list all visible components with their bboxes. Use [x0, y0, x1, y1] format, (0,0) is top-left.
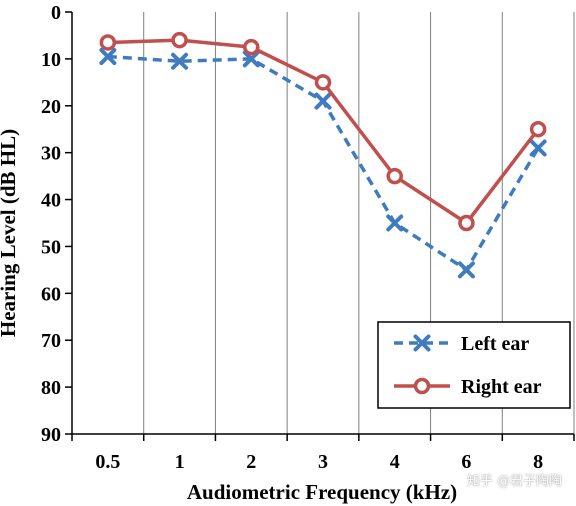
x-tick-label: 4 [390, 451, 400, 473]
data-point-left-ear [171, 52, 189, 70]
data-point-left-ear [99, 48, 117, 66]
y-tick-label: 20 [41, 96, 61, 118]
legend-label-left-ear: Left ear [461, 333, 529, 355]
data-point-right-ear [529, 120, 547, 138]
marker-stroke [242, 50, 260, 68]
grid-lines [71, 12, 575, 434]
data-point-right-ear [386, 167, 403, 185]
data-point-left-ear [386, 214, 404, 232]
legend: Left ear Right ear [377, 321, 571, 409]
y-tick-label: 90 [41, 424, 61, 446]
x-tick-label: 8 [533, 451, 543, 473]
axes [65, 11, 575, 441]
data-point-left-ear [457, 261, 475, 279]
series-group [99, 31, 547, 279]
y-tick-label: 80 [41, 377, 61, 399]
marker-stroke [457, 261, 475, 279]
y-axis-label: Hearing Level (dB HL) [0, 129, 20, 337]
x-tick-label: 2 [246, 451, 256, 473]
marker-stroke [314, 92, 332, 110]
y-tick-label: 40 [41, 190, 61, 212]
data-point-left-ear [529, 139, 547, 157]
y-tick-labels: 0 10 20 30 40 50 60 70 80 90 [41, 2, 61, 446]
data-point-left-ear [314, 92, 332, 110]
data-point-right-ear [458, 214, 475, 232]
y-tick-label: 50 [41, 236, 61, 258]
x-tick-labels: 0.5 1 2 3 4 6 8 [95, 451, 543, 473]
marker-stroke [386, 214, 404, 232]
data-point-left-ear [242, 50, 260, 68]
y-tick-label: 0 [51, 2, 61, 24]
data-point-right-ear [99, 34, 117, 51]
y-tick-label: 60 [41, 283, 61, 305]
marker-stroke [529, 139, 547, 157]
x-tick-label: 0.5 [95, 451, 120, 473]
legend-label-right-ear: Right ear [461, 376, 542, 398]
x-axis-label: Audiometric Frequency (kHz) [187, 480, 457, 504]
marker-stroke [99, 48, 117, 66]
watermark: 知乎 @君子陶陶 [466, 474, 562, 489]
y-tick-label: 10 [41, 49, 61, 71]
data-point-right-ear [243, 38, 260, 56]
data-point-right-ear [171, 31, 188, 49]
marker-stroke [413, 334, 431, 352]
x-tick-label: 6 [461, 451, 471, 473]
y-tick-label: 70 [41, 330, 61, 352]
legend-marker-right-ear [413, 377, 431, 395]
y-tick-label: 30 [41, 143, 61, 165]
marker-stroke [171, 52, 189, 70]
x-tick-label: 1 [175, 451, 185, 473]
legend-box [377, 321, 571, 409]
x-tick-label: 3 [318, 451, 328, 473]
legend-marker-left-ear [413, 334, 431, 352]
data-point-right-ear [314, 74, 332, 91]
